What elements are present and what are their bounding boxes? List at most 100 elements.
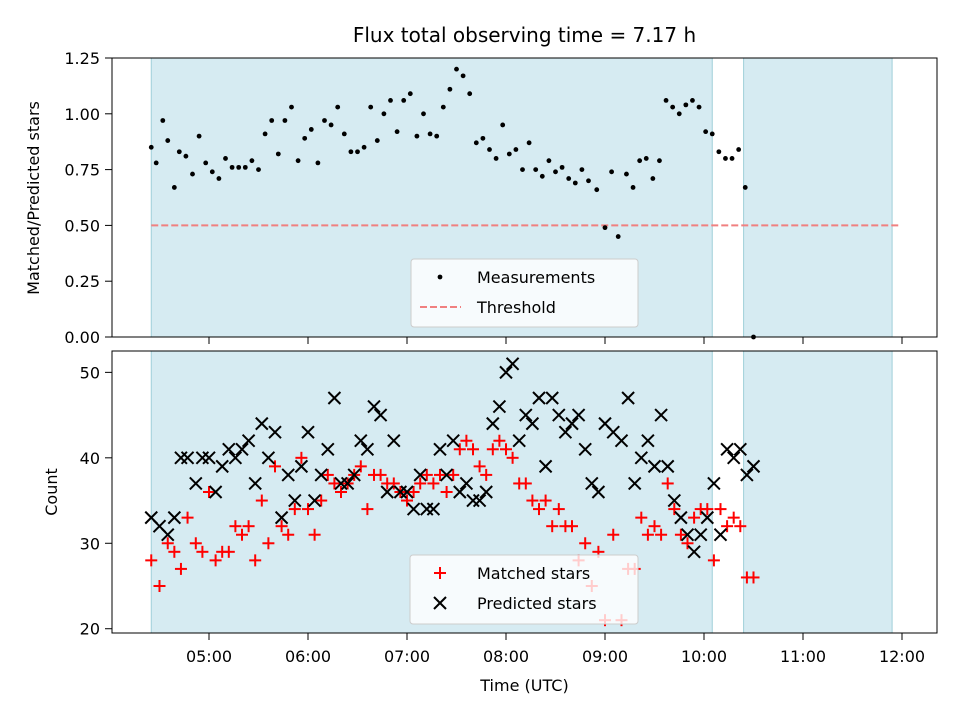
matched-star-point xyxy=(506,451,519,464)
measurement-point xyxy=(716,149,722,155)
matched-star-point xyxy=(335,486,347,498)
predicted-star-point xyxy=(222,442,236,456)
predicted-star-point xyxy=(499,365,513,380)
bottom-ytick-label: 20 xyxy=(80,620,100,639)
measurement-point xyxy=(657,158,662,164)
matched-star-point xyxy=(526,494,539,507)
measurement-point xyxy=(683,102,689,108)
bottom-xtick-label: 11:00 xyxy=(780,647,826,666)
measurement-point xyxy=(630,185,636,190)
matched-star-point xyxy=(288,503,301,516)
matched-star-point xyxy=(308,528,321,541)
predicted-star-point xyxy=(621,391,635,405)
measurement-point xyxy=(723,156,728,161)
predicted-star-point xyxy=(255,416,269,431)
measurement-point xyxy=(676,111,682,117)
measurement-point xyxy=(447,86,453,92)
matched-star-point xyxy=(681,537,694,550)
measurement-point xyxy=(374,138,380,143)
predicted-star-point xyxy=(746,459,761,474)
predicted-star-point xyxy=(354,434,368,448)
predicted-star-point xyxy=(614,434,629,448)
measurement-point xyxy=(609,169,614,175)
bottom-ytick-label: 50 xyxy=(80,363,100,382)
matched-star-point xyxy=(460,434,473,447)
measurement-point xyxy=(394,129,400,135)
predicted-star-point xyxy=(307,493,322,508)
matched-star-point xyxy=(262,537,275,550)
predicted-star-point xyxy=(525,416,540,431)
matched-star-point xyxy=(181,511,194,524)
bottom-axes-frame xyxy=(111,350,938,634)
predicted-star-point xyxy=(558,425,573,439)
predicted-star-point xyxy=(641,434,655,448)
bottom-ytick-label: 30 xyxy=(80,534,100,553)
predicted-star-point xyxy=(726,451,741,465)
measurement-point xyxy=(328,122,334,128)
measurement-point xyxy=(295,158,301,164)
predicted-star-point xyxy=(274,510,289,525)
matched-star-point xyxy=(714,503,727,516)
predicted-star-point xyxy=(733,442,748,456)
measurement-point xyxy=(615,234,621,239)
measurement-point xyxy=(236,164,242,170)
predicted-star-point xyxy=(713,528,728,542)
measurement-point xyxy=(460,73,466,79)
matched-star-point xyxy=(168,545,181,558)
predicted-star-point xyxy=(208,485,223,499)
predicted-star-point xyxy=(439,468,454,482)
measurement-point xyxy=(594,187,600,193)
predicted-star-point xyxy=(167,510,182,525)
measurement-point xyxy=(153,160,159,166)
measurement-point xyxy=(696,104,702,110)
measurement-point xyxy=(670,104,676,110)
matched-star-point xyxy=(453,443,466,456)
matched-star-point xyxy=(374,468,387,481)
measurement-point xyxy=(322,118,327,123)
predicted-star-point xyxy=(235,442,249,456)
measurement-point xyxy=(729,156,735,161)
predicted-star-point xyxy=(479,485,493,499)
bottom-legend: Matched stars Predicted stars xyxy=(409,554,639,625)
matched-star-point xyxy=(674,528,687,541)
measurement-point xyxy=(690,98,695,103)
predicted-star-point xyxy=(281,468,295,482)
predicted-star-point xyxy=(248,476,262,491)
measurement-point xyxy=(742,185,748,190)
predicted-star-point xyxy=(400,485,414,499)
predicted-star-point xyxy=(693,528,708,542)
matched-star-point xyxy=(401,494,413,507)
matched-star-point xyxy=(579,537,592,550)
matched-star-point xyxy=(361,503,374,516)
measurement-point xyxy=(709,131,715,137)
matched-star-point xyxy=(661,477,674,490)
matched-star-point xyxy=(161,537,174,550)
bottom-legend-box xyxy=(409,554,639,625)
predicted-star-point xyxy=(387,434,401,448)
predicted-star-point xyxy=(347,468,361,482)
bottom-xtick-label: 07:00 xyxy=(384,647,430,666)
measurement-point xyxy=(407,91,413,97)
measurement-point xyxy=(493,156,499,161)
predicted-star-point xyxy=(687,545,701,559)
matched-star-point xyxy=(203,486,215,498)
bottom-xtick-label: 12:00 xyxy=(879,647,925,666)
predicted-star-point xyxy=(486,416,500,431)
predicted-star-point xyxy=(532,391,546,405)
matched-star-point xyxy=(734,520,747,533)
measurement-point xyxy=(381,111,387,117)
matched-star-point xyxy=(209,554,222,567)
matched-star-point xyxy=(282,528,295,541)
predicted-star-point xyxy=(433,442,447,456)
matched-star-point xyxy=(302,503,314,516)
measurement-point xyxy=(663,98,669,103)
measurement-point xyxy=(165,138,171,143)
bottom-shaded-interval xyxy=(743,350,893,634)
predicted-star-point xyxy=(585,476,599,491)
measurement-point xyxy=(308,127,314,132)
matched-star-point xyxy=(269,460,281,473)
legend-matched-label: Matched stars xyxy=(477,564,590,583)
measurement-point xyxy=(586,178,591,184)
matched-star-point xyxy=(387,477,400,490)
bottom-panel: 20 30 40 50 05:00 06:00 07:00 08:00 09:00 10:00 1… xyxy=(42,350,938,695)
